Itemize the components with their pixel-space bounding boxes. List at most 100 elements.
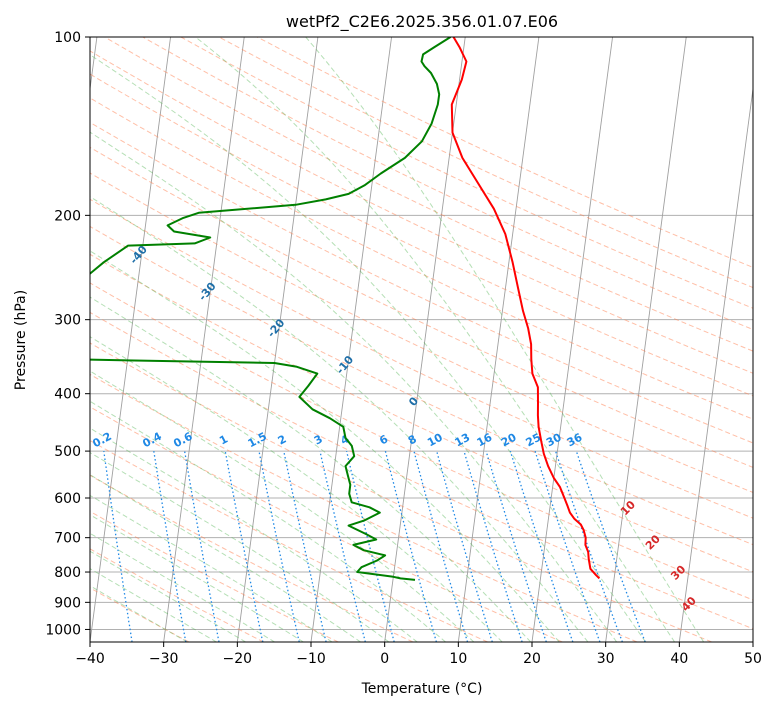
isotherm-line <box>163 37 245 642</box>
moist-adiabat-label: 30 <box>668 563 688 583</box>
x-tick-label: −20 <box>223 651 253 667</box>
moist-adiabat <box>195 37 676 642</box>
moist-adiabat <box>90 514 304 642</box>
mixing-ratio-label: 36 <box>565 431 585 450</box>
grid-layer <box>90 37 753 642</box>
dry-adiabat <box>90 282 753 601</box>
y-tick-label: 600 <box>54 491 81 507</box>
moist-adiabat <box>90 400 446 642</box>
mixing-ratio-line <box>384 450 438 642</box>
plot-frame <box>89 36 754 643</box>
mixing-ratio-line <box>534 450 601 642</box>
y-tick-label: 700 <box>54 531 81 547</box>
moist-adiabat-label: 20 <box>643 532 663 552</box>
moist-adiabat <box>90 336 503 642</box>
dry-adiabat <box>142 37 753 331</box>
mixing-ratio-label: 20 <box>499 431 519 450</box>
y-tick-label: 100 <box>54 30 81 46</box>
moist-adiabat <box>90 474 361 642</box>
dry-adiabat <box>90 225 753 546</box>
dry-adiabat <box>90 587 190 642</box>
dry-adiabat <box>90 172 753 493</box>
mixing-ratio-line <box>485 450 547 642</box>
dry-adiabat <box>90 50 753 374</box>
y-tick-label: 300 <box>54 313 81 329</box>
dry-adiabat <box>90 474 414 642</box>
mixing-ratio-line <box>183 450 220 642</box>
mixing-ratio-label: 0.4 <box>140 430 164 451</box>
x-tick-label: 0 <box>380 651 389 667</box>
isotherm-line <box>605 37 687 642</box>
x-tick-label: −40 <box>75 651 105 667</box>
mixing-ratio-label: 10 <box>425 431 445 450</box>
dry-adiabat <box>90 510 339 642</box>
dry-adiabat <box>104 37 753 352</box>
isotherm-line <box>90 37 172 642</box>
mixing-ratio-label: 1 <box>217 432 230 447</box>
moist-adiabat <box>90 532 275 642</box>
moist-adiabat <box>90 54 647 642</box>
mixing-ratio-line <box>509 450 574 642</box>
x-tick-label: 20 <box>523 651 541 667</box>
data-layer: 0.10.20.40.611.52346810131620253036-100-… <box>0 37 699 614</box>
dry-adiabat <box>218 37 753 289</box>
moist-adiabat <box>90 296 532 642</box>
isotherm-line <box>236 37 319 642</box>
moist-adiabat <box>90 250 560 642</box>
y-tick-label: 500 <box>54 444 81 460</box>
mixing-ratio-label: 16 <box>475 431 495 450</box>
mixing-ratio-line <box>413 450 469 642</box>
x-tick-label: −10 <box>296 651 326 667</box>
isotherm-line <box>752 638 753 642</box>
chart-title: wetPf2_C2E6.2025.356.01.07.E06 <box>286 12 558 32</box>
isotherm-line <box>531 37 614 642</box>
mixing-ratio-label: 30 <box>544 431 564 450</box>
x-axis-label: Temperature (°C) <box>361 681 483 697</box>
moist-adiabat <box>90 568 217 642</box>
moist-adiabat <box>90 451 390 642</box>
dry-adiabat <box>90 97 753 420</box>
dewpoint-profile <box>90 37 452 581</box>
dry-adiabat <box>180 37 753 309</box>
tick-layer: −40 −30 −20 −10 0 10 20 30 40 5010020030040050060… <box>45 30 762 667</box>
x-tick-label: −30 <box>149 651 179 667</box>
x-tick-label: 40 <box>670 651 688 667</box>
dry-adiabat <box>90 198 753 519</box>
moist-adiabat <box>90 427 418 642</box>
moist-adiabat-label: 40 <box>679 594 699 614</box>
mixing-ratio-line <box>345 450 395 642</box>
mixing-ratio-line <box>153 450 187 642</box>
isotherm-label: -60 <box>0 169 13 193</box>
moist-adiabat <box>90 370 475 642</box>
dry-adiabat <box>90 373 638 642</box>
x-tick-label: 10 <box>449 651 467 667</box>
y-tick-label: 1000 <box>45 622 81 638</box>
dry-adiabat <box>90 342 712 642</box>
mixing-ratio-line <box>575 450 646 642</box>
isotherm-line <box>678 85 753 642</box>
isotherm-line <box>384 37 466 642</box>
mixing-ratio-line <box>319 450 366 642</box>
temperature-profile <box>450 37 601 580</box>
mixing-ratio-line <box>283 450 327 642</box>
y-tick-label: 200 <box>54 208 81 224</box>
moist-adiabat <box>305 37 705 642</box>
dry-adiabat <box>90 439 488 642</box>
dry-adiabat <box>90 548 264 642</box>
isotherm-label: -10 <box>334 353 357 377</box>
mixing-ratio-line <box>554 450 624 642</box>
x-tick-label: 50 <box>744 651 762 667</box>
x-tick-label: 30 <box>597 651 615 667</box>
mixing-ratio-line <box>463 450 523 642</box>
dry-adiabat <box>90 311 753 630</box>
mixing-ratio-label: 13 <box>453 431 473 450</box>
mixing-ratio-line <box>103 451 133 642</box>
moist-adiabat <box>90 494 333 642</box>
y-tick-label: 800 <box>54 565 81 581</box>
dry-adiabat <box>256 37 753 268</box>
moist-adiabat <box>90 585 188 642</box>
mixing-ratio-line <box>258 450 300 642</box>
dry-adiabat <box>90 121 753 444</box>
dry-adiabat <box>90 253 753 573</box>
